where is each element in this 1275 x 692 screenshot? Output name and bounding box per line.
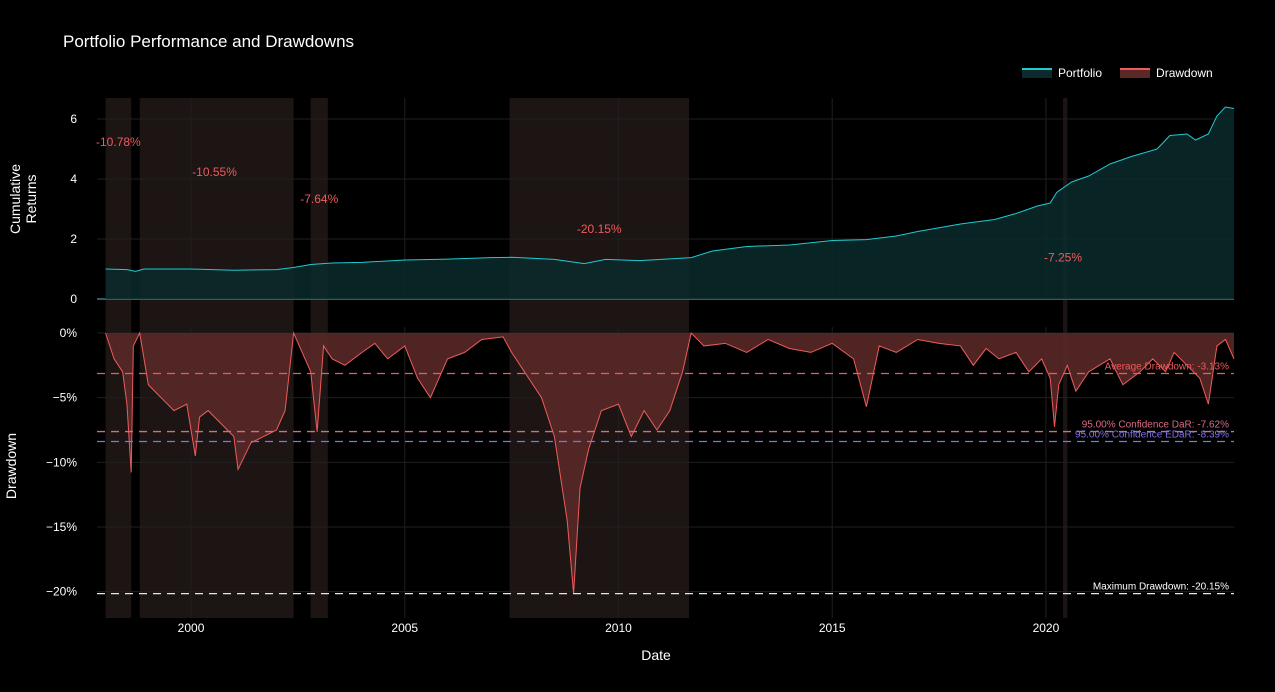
reference-label-edar: 95.00% Confidence EDaR: -8.39% <box>1075 430 1229 441</box>
drawdown-annotation: -10.78% <box>96 135 141 149</box>
legend-swatch-drawdown <box>1120 68 1151 78</box>
x-tick-label: 2000 <box>178 621 205 635</box>
portfolio-line <box>105 106 1235 272</box>
y-tick-label: −20% <box>46 585 77 599</box>
portfolio-area <box>105 107 1235 299</box>
x-tick-label: 2015 <box>819 621 846 635</box>
y-tick-label: 0% <box>60 326 78 340</box>
drawdown-line <box>105 331 1235 594</box>
legend-swatch-portfolio <box>1022 68 1052 78</box>
x-tick-label: 2005 <box>391 621 418 635</box>
chart-title: Portfolio Performance and Drawdowns <box>63 32 355 51</box>
drawdown-area <box>105 333 1235 594</box>
y-tick-label: 2 <box>70 232 77 246</box>
y-tick-label: 6 <box>70 112 77 126</box>
y-tick-label: −15% <box>46 520 77 534</box>
y-tick-label: 4 <box>70 172 77 186</box>
reference-label-dar: 95.00% Confidence DaR: -7.62% <box>1082 420 1229 431</box>
drawdown-annotation: -7.25% <box>1044 251 1082 265</box>
legend-label-drawdown: Drawdown <box>1156 66 1213 80</box>
y-axis-title-returns: CumulativeReturns <box>7 164 39 234</box>
x-tick-label: 2010 <box>605 621 632 635</box>
legend: Portfolio Drawdown <box>1022 66 1213 80</box>
y-tick-label: −10% <box>46 455 77 469</box>
legend-item-portfolio[interactable]: Portfolio <box>1022 66 1102 80</box>
y-tick-label: 0 <box>70 292 77 306</box>
legend-label-portfolio: Portfolio <box>1058 66 1103 80</box>
y-tick-label: −5% <box>53 391 78 405</box>
x-tick-label: 2020 <box>1033 621 1060 635</box>
legend-item-drawdown[interactable]: Drawdown <box>1120 66 1213 80</box>
reference-label-max: Maximum Drawdown: -20.15% <box>1093 582 1229 593</box>
y-axis-title-drawdown: Drawdown <box>3 433 19 499</box>
drawdown-annotation: -10.55% <box>192 165 237 179</box>
reference-label-avg: Average Drawdown: -3.13% <box>1105 361 1229 372</box>
drawdown-annotation: -20.15% <box>577 222 622 236</box>
drawdown-annotation: -7.64% <box>300 192 338 206</box>
x-axis-title: Date <box>641 647 671 663</box>
